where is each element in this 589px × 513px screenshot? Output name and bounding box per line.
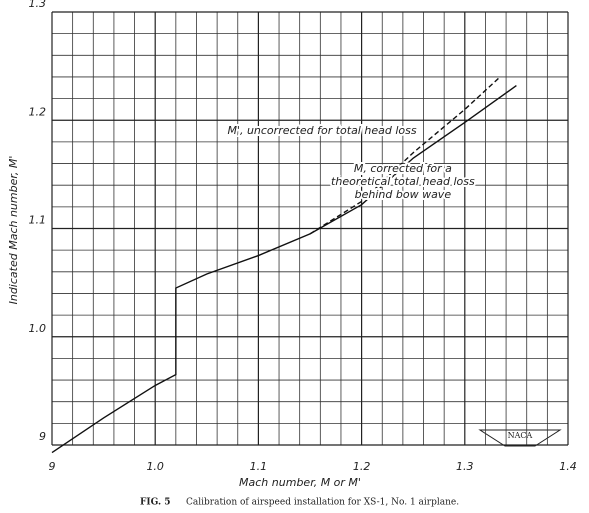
- x-tick-label: 9: [49, 460, 56, 473]
- data-line: [51, 85, 517, 454]
- x-tick-label: 1.4: [559, 460, 577, 473]
- x-tick-label: 1.1: [250, 460, 268, 473]
- x-axis-label: Mach number, M or M': [239, 476, 361, 489]
- caption: Calibration of airspeed installation for…: [186, 498, 459, 508]
- x-tick-label: 1.2: [353, 460, 371, 473]
- naca-logo: NACA: [478, 429, 562, 447]
- annotation: behind bow wave: [355, 188, 452, 201]
- y-tick-label: 1.0: [29, 322, 47, 335]
- annotation: M', uncorrected for total head loss: [227, 124, 416, 137]
- x-tick-label: 1.3: [456, 460, 474, 473]
- y-tick-label: 1.3: [29, 0, 47, 10]
- y-axis-label: Indicated Mach number, M': [7, 156, 20, 305]
- y-tick-label: 9: [39, 430, 46, 443]
- annotation: theoretical total head loss: [331, 175, 475, 188]
- y-tick-label: 1.2: [29, 105, 47, 118]
- data-line: [309, 77, 500, 235]
- caption-number: FIG. 5: [140, 498, 171, 508]
- x-tick-label: 1.0: [146, 460, 164, 473]
- annotation: M, corrected for a: [354, 162, 452, 175]
- logo-text: NACA: [508, 431, 533, 440]
- y-tick-label: 1.1: [29, 214, 47, 227]
